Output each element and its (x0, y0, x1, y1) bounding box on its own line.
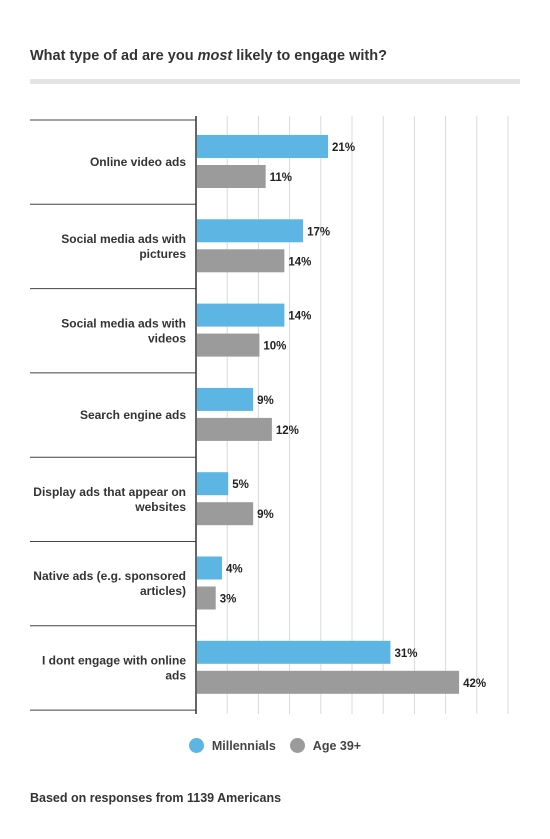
legend-item-millennials: Millennials (188, 738, 276, 753)
value-label-millennials: 17% (307, 226, 330, 238)
title-divider (30, 79, 520, 84)
category-label: videos (148, 331, 186, 345)
value-label-age39: 3% (220, 594, 237, 606)
value-label-millennials: 5% (232, 479, 249, 491)
legend-label-age39: Age 39+ (312, 738, 362, 753)
bar-millennials (197, 387, 254, 411)
value-label-age39: 11% (270, 172, 292, 184)
bar-millennials (197, 640, 391, 664)
category-label: Social media ads with (61, 316, 186, 330)
chart-legend: Millennials Age 39+ (0, 738, 550, 753)
value-label-age39: 10% (263, 341, 286, 353)
bar-age39 (197, 417, 272, 441)
category-label: websites (134, 500, 186, 514)
title-emphasis: most (197, 48, 233, 64)
value-label-millennials: 21% (332, 142, 355, 154)
bar-millennials (197, 556, 222, 580)
footnote: Based on responses from 1139 Americans (30, 791, 282, 805)
bar-age39 (197, 333, 260, 357)
bar-age39 (197, 165, 266, 188)
bar-age39 (197, 249, 285, 273)
value-label-age39: 9% (257, 509, 274, 521)
value-label-age39: 12% (276, 425, 299, 437)
category-label: Online video ads (90, 155, 186, 169)
category-label: I dont engage with online (42, 653, 186, 667)
category-label: articles) (140, 584, 186, 598)
legend-swatch-millennials (188, 738, 204, 753)
title-text-start: What type of ad are you (30, 48, 198, 64)
category-label: Social media ads with (61, 232, 186, 246)
bar-millennials (197, 219, 304, 243)
value-label-age39: 14% (288, 256, 311, 268)
value-label-millennials: 4% (226, 564, 243, 576)
legend-label-millennials: Millennials (211, 738, 276, 753)
bar-age39 (197, 670, 460, 694)
value-label-age39: 42% (463, 678, 486, 690)
bar-age39 (197, 502, 254, 526)
bar-millennials (197, 472, 229, 496)
bar-age39 (197, 586, 216, 610)
bar-millennials (197, 135, 329, 158)
title-text-end: likely to engage with? (232, 48, 387, 64)
legend-item-age39: Age 39+ (289, 738, 362, 753)
category-label: Display ads that appear on (33, 485, 186, 499)
category-label: Search engine ads (80, 408, 186, 422)
value-label-millennials: 14% (288, 311, 311, 323)
value-label-millennials: 9% (257, 395, 274, 407)
value-label-millennials: 31% (394, 648, 417, 660)
category-label: ads (165, 668, 186, 682)
category-label: Native ads (e.g. sponsored (33, 569, 186, 583)
legend-swatch-age39 (289, 738, 305, 753)
bar-millennials (197, 303, 285, 327)
chart-title: What type of ad are you most likely to e… (30, 48, 387, 64)
category-label: pictures (139, 247, 186, 261)
